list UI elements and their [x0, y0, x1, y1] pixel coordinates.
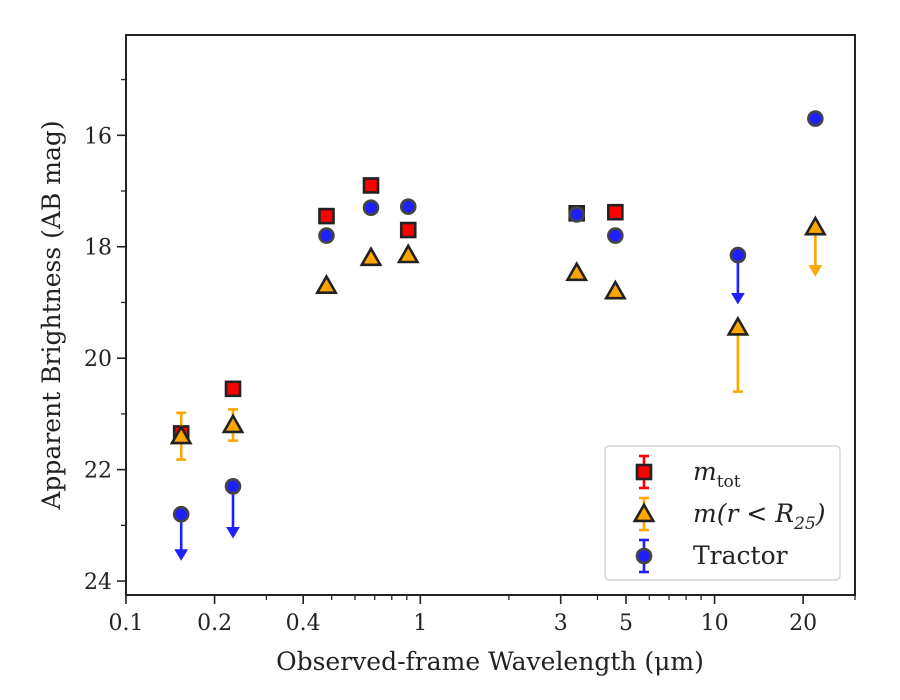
legend-box [604, 445, 841, 581]
data-point [726, 315, 750, 393]
data-point-marker [607, 227, 624, 244]
y-axis-ticks: 16 18 20 22 24 [84, 78, 126, 595]
data-point-marker [607, 203, 624, 221]
plot-frame [125, 34, 856, 596]
data-point [318, 207, 335, 225]
data-point-marker [807, 110, 824, 127]
y-axis-label: Apparent Brightness (AB mag) [37, 120, 66, 510]
x-tick-label: 20 [789, 611, 817, 636]
data-point [221, 408, 245, 442]
series-0 [172, 177, 624, 442]
data-point [399, 221, 417, 239]
x-tick-label: 1 [413, 611, 427, 636]
x-tick-label: 0.4 [286, 611, 321, 636]
data-point-marker [399, 221, 417, 239]
y-tick-label: 22 [84, 459, 112, 484]
data-point [729, 246, 747, 305]
legend-label: m(r < R25) [693, 499, 825, 534]
data-point-marker [803, 215, 827, 236]
series-layer [169, 110, 827, 561]
data-point [803, 215, 827, 277]
data-point [318, 227, 335, 244]
series-1 [169, 215, 827, 461]
data-point-marker [396, 243, 420, 264]
data-point [224, 478, 242, 539]
legend-marker [632, 502, 656, 523]
data-point [396, 243, 420, 264]
legend-entry: mtot [635, 454, 741, 492]
data-point [807, 110, 824, 127]
data-point [607, 227, 624, 244]
legend-marker [635, 463, 653, 481]
upper-limit-arrowhead [226, 526, 240, 539]
data-point-marker [603, 279, 627, 300]
data-point [315, 273, 338, 294]
legend-entry: Tractor [635, 538, 788, 574]
data-point-marker [565, 261, 589, 282]
data-point [172, 505, 190, 561]
data-point-marker [568, 206, 586, 223]
data-point [603, 279, 627, 300]
data-point-marker [224, 380, 242, 398]
x-tick-label: 0.2 [197, 611, 232, 636]
data-point-marker [726, 315, 750, 336]
data-point-marker [315, 273, 338, 294]
legend-label: mtot [693, 457, 741, 492]
x-tick-label: 5 [619, 611, 633, 636]
x-axis-ticks: 0.1 0.2 0.4 1 3 5 10 20 [109, 595, 856, 636]
data-point [362, 177, 380, 194]
legend-marker [635, 547, 653, 565]
x-tick-label: 0.1 [109, 611, 144, 636]
data-point-marker [221, 413, 245, 434]
data-point-marker [224, 478, 242, 495]
data-point-marker [318, 227, 335, 244]
data-point-marker [362, 177, 380, 194]
upper-limit-arrowhead [174, 549, 189, 561]
data-point [362, 199, 380, 217]
data-point [607, 203, 624, 221]
legend-entry: m(r < R25) [632, 496, 825, 534]
data-point-marker [362, 199, 380, 217]
y-tick-label: 24 [84, 570, 112, 595]
data-point [399, 198, 417, 215]
series-2 [172, 110, 824, 561]
data-point-marker [169, 424, 193, 445]
x-axis-label: Observed-frame Wavelength (μm) [276, 647, 704, 676]
data-point-marker [318, 207, 335, 225]
data-point [224, 380, 242, 398]
data-point-marker [359, 246, 383, 267]
upper-limit-arrowhead [808, 265, 823, 277]
y-tick-label: 16 [84, 124, 112, 149]
data-point-marker [729, 246, 747, 264]
data-point [568, 206, 586, 223]
data-point [359, 246, 383, 267]
legend: mtot m(r < R25) Tractor [604, 445, 841, 581]
x-tick-label: 10 [701, 611, 729, 636]
data-point-marker [399, 198, 417, 215]
upper-limit-arrowhead [731, 292, 745, 305]
x-tick-label: 3 [554, 611, 568, 636]
y-tick-label: 20 [84, 347, 112, 372]
data-point-marker [172, 505, 190, 523]
legend-label: Tractor [693, 541, 788, 570]
y-tick-label: 18 [84, 236, 112, 261]
data-point [169, 411, 193, 461]
data-point [565, 261, 589, 282]
